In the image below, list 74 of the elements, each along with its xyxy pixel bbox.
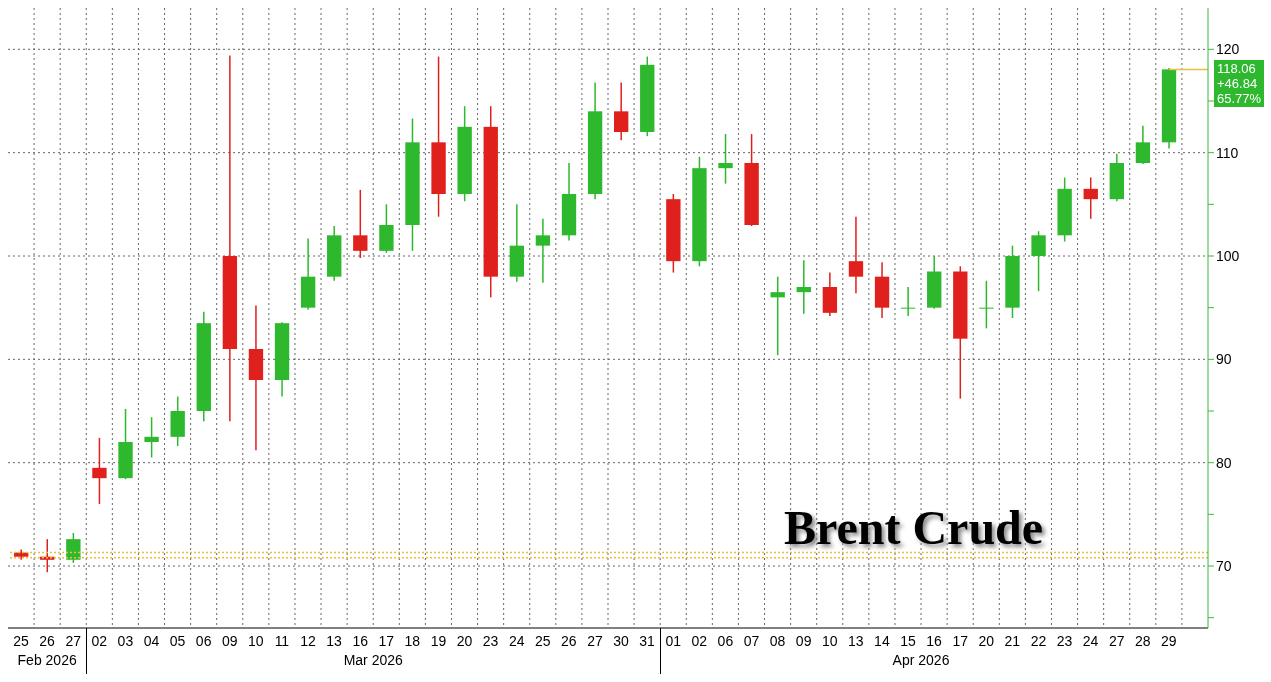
candlestick [900, 286, 916, 317]
y-tick-label: 90 [1216, 351, 1232, 368]
x-tick-label: 04 [143, 632, 160, 649]
y-tick-label: 70 [1216, 557, 1232, 574]
x-tick-label: 19 [430, 632, 447, 649]
text: +46.84 [1217, 76, 1259, 92]
x-tick-label: 28 [1134, 632, 1151, 649]
x-tick-label: 23 [482, 632, 499, 649]
x-tick-label: 27 [65, 632, 82, 649]
candlestick [92, 437, 107, 505]
x-tick-label: 23 [1056, 632, 1073, 649]
text: Brent Crude [784, 500, 1044, 555]
candlestick [796, 259, 811, 315]
x-tick-label: 06 [195, 632, 212, 649]
x-tick-label: 24 [1082, 632, 1099, 649]
x-tick-label: 11 [274, 632, 290, 649]
x-tick-label: 02 [691, 632, 708, 649]
x-tick-label: 27 [1108, 632, 1125, 649]
candlestick [1083, 176, 1098, 220]
x-tick-label: 24 [508, 632, 525, 649]
x-tick-label: 16 [926, 632, 943, 649]
candlestick [535, 218, 551, 284]
x-tick-label: 27 [587, 632, 603, 649]
x-tick-label: 30 [613, 632, 630, 649]
x-tick-label: 29 [1161, 632, 1177, 649]
x-tick-label: 10 [248, 632, 264, 649]
candlestick [848, 215, 864, 294]
x-tick-label: 06 [717, 632, 734, 649]
y-tick-label: 110 [1216, 144, 1239, 161]
x-tick-label: 03 [117, 632, 134, 649]
x-tick-label: 20 [978, 632, 995, 649]
x-tick-label: 14 [874, 632, 890, 649]
candlestick [144, 416, 159, 459]
text: Apr 2026 [891, 652, 951, 668]
candlestick [1031, 230, 1046, 292]
x-tick-label: 21 [1004, 632, 1021, 649]
x-tick-label: 26 [39, 632, 56, 649]
x-tick-label: 31 [639, 632, 656, 649]
x-tick-label: 26 [561, 632, 577, 649]
x-tick-label: 08 [769, 632, 786, 649]
candlestick [770, 275, 785, 356]
candlestick [1135, 125, 1151, 165]
x-tick-label: 17 [378, 632, 395, 649]
candlestick [718, 133, 733, 185]
candlestick [353, 189, 368, 259]
candlestick [66, 532, 81, 564]
x-tick-label: 13 [848, 632, 864, 649]
x-tick-label: 07 [743, 632, 760, 649]
x-tick-label: 18 [404, 632, 421, 649]
x-tick-label: 16 [352, 632, 369, 649]
text: 65.77% [1217, 91, 1262, 107]
x-tick-label: 15 [900, 632, 916, 649]
candlestick [979, 280, 994, 330]
candlestick [14, 548, 29, 561]
y-tick-label: 120 [1216, 41, 1240, 58]
x-tick-label: 25 [534, 632, 551, 649]
ref-line-label: 118.06 [1217, 61, 1257, 77]
x-tick-label: 20 [456, 632, 473, 649]
x-tick-label: 12 [300, 632, 316, 649]
y-tick-label: 80 [1216, 454, 1232, 471]
x-tick-label: 17 [952, 632, 969, 649]
x-tick-label: 09 [221, 632, 238, 649]
x-tick-label: 25 [13, 632, 30, 649]
candlestick [614, 81, 629, 142]
x-tick-label: 05 [169, 632, 186, 649]
x-tick-label: 09 [795, 632, 812, 649]
y-tick-label: 100 [1216, 247, 1240, 264]
x-tick-label: 22 [1030, 632, 1047, 649]
x-tick-label: 01 [665, 632, 682, 649]
x-tick-label: 10 [821, 632, 838, 649]
text: Feb 2026 [16, 652, 78, 668]
text: Mar 2026 [342, 652, 404, 668]
x-tick-label: 02 [91, 632, 108, 649]
x-tick-label: 13 [326, 632, 343, 649]
